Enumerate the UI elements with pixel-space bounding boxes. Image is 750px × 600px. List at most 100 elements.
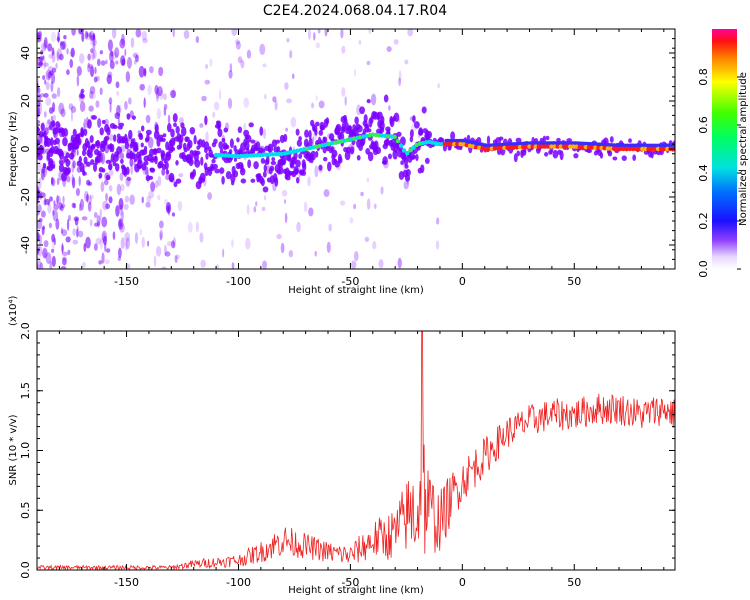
spectrogram-y-tick-label: -40 (19, 236, 32, 254)
noise-blob (163, 107, 167, 116)
noise-blob (240, 59, 245, 69)
band-blob (160, 150, 166, 159)
noise-blob (42, 247, 48, 259)
ridge-blob (392, 134, 397, 140)
band-blob (143, 145, 148, 152)
noise-blob (92, 33, 96, 40)
noise-blob (350, 260, 357, 269)
band-blob (296, 139, 303, 147)
band-blob (356, 154, 361, 161)
band-blob (396, 131, 402, 137)
band-blob (268, 167, 273, 175)
noise-blob (107, 71, 113, 79)
ridge-band (504, 142, 509, 148)
noise-blob (99, 238, 104, 250)
noise-blob (328, 223, 332, 232)
noise-blob (142, 37, 148, 44)
ridge-band (626, 143, 631, 149)
noise-blob (163, 103, 168, 110)
ridge-band (595, 142, 600, 148)
band-blob (314, 121, 320, 127)
spectrogram-x-tick-label: -150 (114, 275, 139, 288)
band-blob (421, 106, 427, 114)
band-blob (143, 161, 149, 166)
noise-blob (172, 237, 176, 249)
ridge-blob (658, 146, 664, 152)
noise-blob (207, 192, 213, 200)
band-blob (275, 139, 281, 144)
noise-blob (125, 71, 131, 83)
noise-blob (51, 67, 57, 73)
noise-blob (125, 240, 128, 251)
noise-blob (133, 52, 139, 59)
ridge-blob (586, 145, 592, 150)
band-blob (424, 157, 430, 165)
noise-blob (79, 101, 86, 113)
ridge-band (673, 143, 675, 149)
ridge-blob (276, 151, 281, 157)
band-blob (105, 174, 111, 181)
ridge-blob (401, 148, 407, 153)
band-blob (50, 137, 54, 147)
noise-blob (263, 195, 267, 201)
noise-blob (95, 237, 102, 245)
band-blob (54, 137, 61, 145)
noise-blob (386, 46, 392, 52)
ridge-band (664, 143, 669, 149)
band-blob (255, 141, 261, 151)
noise-blob (175, 254, 181, 259)
noise-blob (108, 169, 114, 176)
noise-blob (307, 176, 311, 187)
snr-x-tick-label: -50 (341, 576, 359, 589)
band-blob (106, 126, 111, 136)
noise-blob (162, 93, 167, 101)
noise-blob (215, 263, 220, 269)
noise-blob (89, 219, 93, 227)
noise-blob (101, 230, 108, 242)
noise-blob (96, 58, 101, 67)
band-blob (262, 148, 266, 153)
snr-y-tick-label: 0.5 (19, 502, 32, 520)
spectrogram-y-axis: -40 -20 0 20 40 (19, 28, 675, 270)
colorbar-ticks: 0.0 0.2 0.4 0.6 0.8 (697, 68, 741, 278)
noise-blob (48, 222, 53, 229)
band-blob (260, 157, 265, 164)
noise-blob (44, 79, 47, 85)
noise-blob (134, 232, 139, 244)
noise-blob (80, 88, 85, 94)
noise-blob (119, 172, 124, 181)
noise-blob (66, 48, 69, 55)
ridge-band (629, 143, 634, 149)
noise-blob (407, 29, 414, 37)
ridge-band (498, 143, 503, 148)
ridge-blob (408, 148, 413, 153)
band-blob (212, 163, 219, 170)
ridge-band (538, 141, 543, 147)
band-blob (298, 153, 303, 160)
ridge-blob (599, 145, 604, 151)
band-blob (393, 112, 400, 123)
noise-blob (56, 36, 60, 42)
band-blob (148, 175, 154, 180)
noise-blob (88, 32, 92, 39)
band-blob (73, 143, 79, 150)
band-blob (270, 160, 277, 166)
noise-blob (71, 29, 76, 36)
noise-blob (307, 29, 311, 40)
ridge-blob (405, 150, 410, 156)
band-blob (216, 120, 222, 129)
noise-blob (141, 196, 144, 204)
noise-blob (108, 184, 113, 192)
band-blob (412, 115, 416, 123)
ridge-blob (448, 142, 454, 147)
band-blob (214, 168, 220, 174)
noise-blob (354, 68, 357, 77)
noise-blob (78, 203, 82, 212)
noise-blob (94, 66, 97, 75)
band-blob (240, 178, 247, 184)
noise-blob (78, 176, 81, 187)
band-blob (194, 159, 201, 168)
spectrogram-x-tick-label: -100 (226, 275, 251, 288)
ridge-blob (652, 146, 658, 152)
